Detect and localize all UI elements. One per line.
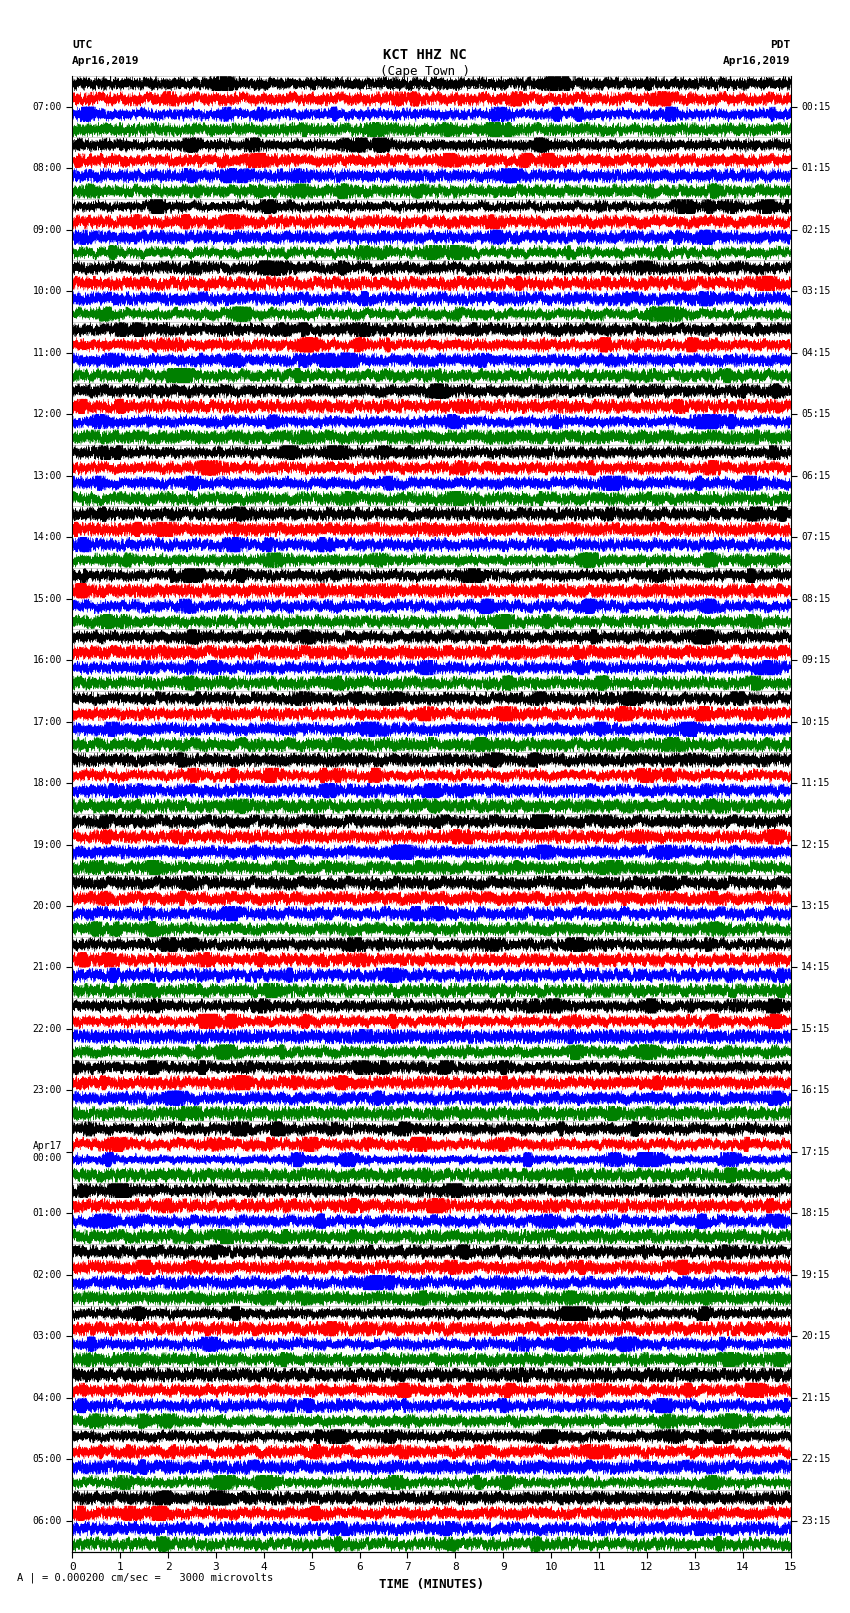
Text: PDT: PDT xyxy=(770,40,790,50)
Text: UTC: UTC xyxy=(72,40,93,50)
Text: Apr16,2019: Apr16,2019 xyxy=(723,56,791,66)
X-axis label: TIME (MINUTES): TIME (MINUTES) xyxy=(379,1578,484,1590)
Text: A | = 0.000200 cm/sec =   3000 microvolts: A | = 0.000200 cm/sec = 3000 microvolts xyxy=(17,1573,273,1584)
Text: KCT HHZ NC: KCT HHZ NC xyxy=(383,48,467,63)
Text: I = 0.000200 cm/sec: I = 0.000200 cm/sec xyxy=(366,81,484,90)
Text: Apr16,2019: Apr16,2019 xyxy=(72,56,139,66)
Text: (Cape Town ): (Cape Town ) xyxy=(380,65,470,77)
